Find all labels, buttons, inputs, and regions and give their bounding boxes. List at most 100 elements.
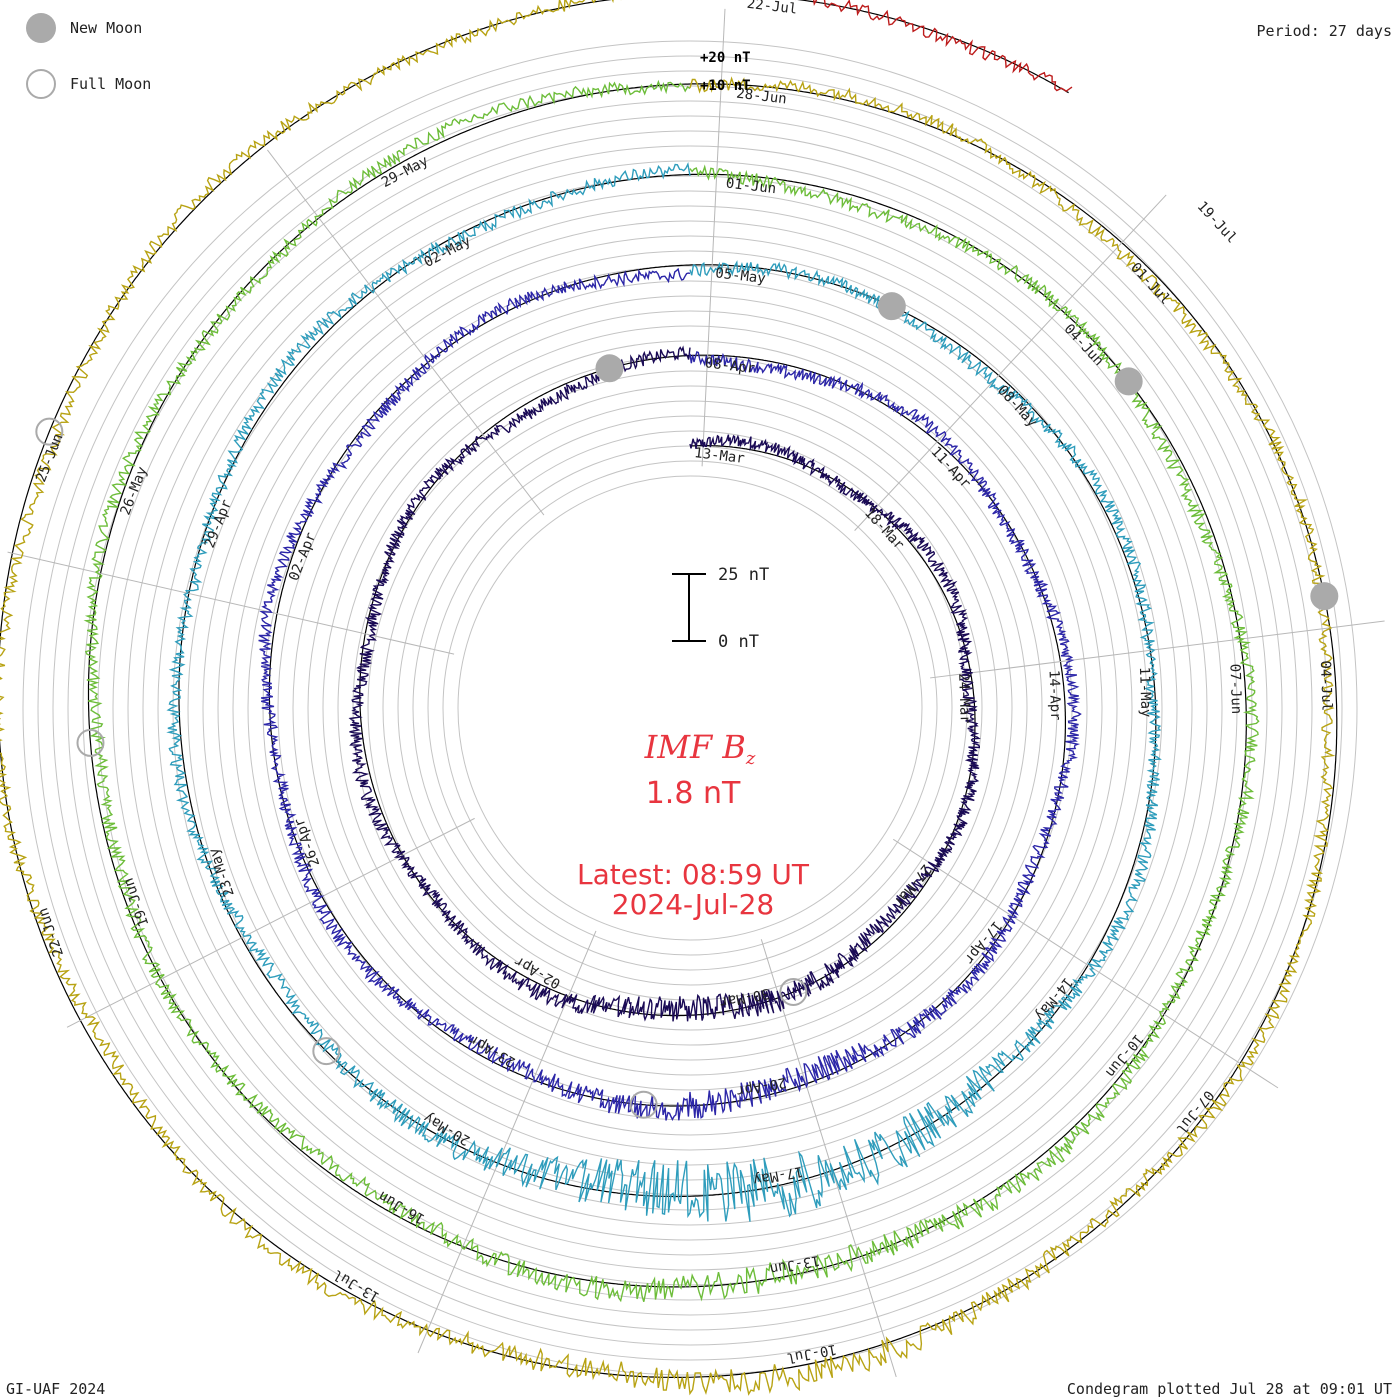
date-label: 20-May bbox=[421, 1109, 473, 1148]
date-label: 28-Jun bbox=[735, 86, 787, 108]
legend-new-moon: New Moon bbox=[26, 12, 151, 44]
grid-ring bbox=[262, 280, 1118, 1136]
spoke-line bbox=[892, 838, 1279, 1089]
full-moon-marker bbox=[779, 977, 808, 1006]
grid-ring bbox=[322, 340, 1058, 1076]
spoke-line bbox=[267, 149, 545, 516]
date-label: 22-Jul bbox=[746, 0, 798, 18]
spoke-line bbox=[7, 551, 455, 655]
spoke-line bbox=[930, 620, 1385, 679]
latest-timestamp: Latest: 08:59 UT 2024-Jul-28 bbox=[0, 860, 1386, 920]
bz-trace-cycle bbox=[0, 0, 1336, 1396]
bz-trace-cycle bbox=[83, 79, 1260, 1303]
grid-ring bbox=[247, 265, 1133, 1151]
grid-ring bbox=[142, 160, 1238, 1256]
date-label: 11-Apr bbox=[928, 444, 974, 492]
date-label: 11-May bbox=[1136, 667, 1154, 718]
new-moon-marker bbox=[877, 292, 906, 321]
date-label: 04-Jul bbox=[1317, 660, 1335, 711]
scale-bar-bottom-label: 0 nT bbox=[718, 632, 759, 652]
moon-legend: New Moon Full Moon bbox=[26, 12, 151, 100]
ring-grid bbox=[0, 0, 1358, 1378]
plotted-timestamp: Condegram plotted Jul 28 at 09:01 UT bbox=[1066, 1380, 1392, 1398]
legend-full-moon: Full Moon bbox=[26, 68, 151, 100]
grid-ring bbox=[397, 415, 983, 1001]
grid-ring bbox=[22, 40, 1358, 1376]
bz-trace-cycle bbox=[258, 267, 1082, 1122]
grid-ring bbox=[112, 130, 1268, 1286]
bz-trace-cycle bbox=[166, 162, 1162, 1222]
grid-ring bbox=[232, 250, 1148, 1166]
date-label: 13-Jun bbox=[768, 1252, 821, 1277]
date-label: 08-Apr bbox=[704, 355, 756, 377]
date-label: 23-Apr bbox=[466, 1031, 518, 1070]
date-label: 01-Jun bbox=[725, 175, 777, 197]
date-label: 05-May bbox=[714, 265, 766, 287]
grid-ring bbox=[202, 220, 1178, 1196]
grid-ring bbox=[217, 235, 1163, 1181]
full-moon-marker bbox=[35, 417, 64, 446]
legend-full-moon-label: Full Moon bbox=[70, 75, 152, 93]
date-label: 07-Jun bbox=[1226, 663, 1244, 714]
bz-trace-cycle bbox=[795, 0, 1073, 93]
grid-ring bbox=[307, 325, 1073, 1091]
chart-title: IMF Bz bbox=[0, 728, 1400, 769]
baseline-spiral bbox=[797, 0, 1069, 94]
grid-ring bbox=[97, 115, 1283, 1301]
ring-scale-label-plus10: +10 nT bbox=[700, 78, 751, 94]
grid-ring bbox=[37, 55, 1343, 1361]
date-label: 16-Jun bbox=[376, 1187, 428, 1226]
date-label: 24-Mar bbox=[955, 673, 973, 724]
scale-bar: 25 nT 0 nT bbox=[672, 565, 769, 652]
date-label: 10-Jul bbox=[785, 1341, 838, 1366]
date-label: 29-May bbox=[379, 153, 431, 191]
grid-ring bbox=[157, 175, 1223, 1241]
period-label: Period: 27 days bbox=[1256, 22, 1392, 40]
date-label: 13-Jul bbox=[331, 1266, 383, 1305]
full-moon-marker bbox=[312, 1037, 341, 1066]
latest-time: Latest: 08:59 UT bbox=[576, 858, 810, 891]
grid-ring bbox=[367, 385, 1013, 1031]
date-label: 13-Mar bbox=[693, 445, 745, 467]
spoke-line bbox=[854, 194, 1167, 531]
moon-markers bbox=[35, 292, 1339, 1119]
chart-title-subscript: z bbox=[745, 748, 756, 769]
grid-ring bbox=[382, 400, 998, 1016]
grid-ring bbox=[127, 145, 1253, 1271]
date-label: 02-Apr bbox=[512, 952, 564, 991]
chart-title-main: IMF B bbox=[644, 728, 746, 766]
date-label: 02-May bbox=[421, 233, 473, 271]
new-moon-marker bbox=[1310, 582, 1339, 611]
spoke-line bbox=[66, 817, 475, 1028]
baseline-spiral bbox=[268, 264, 1066, 1107]
bz-trace-cycle bbox=[348, 345, 981, 1022]
grid-ring bbox=[82, 100, 1298, 1316]
latest-date: 2024-Jul-28 bbox=[611, 888, 775, 921]
date-label: 19-Jul bbox=[1194, 198, 1240, 246]
grid-ring bbox=[412, 430, 968, 986]
spoke-line bbox=[760, 939, 897, 1378]
grid-ring bbox=[52, 70, 1328, 1346]
legend-new-moon-label: New Moon bbox=[70, 19, 143, 37]
spoke-line bbox=[701, 8, 726, 467]
scale-bar-top-label: 25 nT bbox=[718, 565, 769, 585]
week-spokes bbox=[7, 8, 1385, 1378]
date-labels: 13-Mar18-Mar24-Mar27-Mar30-Mar02-Apr08-A… bbox=[33, 0, 1334, 1366]
grid-ring bbox=[292, 310, 1088, 1106]
ring-scale-label-plus20: +20 nT bbox=[700, 50, 751, 66]
date-label: 14-Apr bbox=[1046, 670, 1064, 721]
new-moon-marker bbox=[1114, 367, 1143, 396]
current-value: 1.8 nT bbox=[645, 776, 741, 811]
grid-ring bbox=[277, 295, 1103, 1121]
grid-ring bbox=[352, 370, 1028, 1046]
full-moon-marker bbox=[76, 728, 105, 757]
imf-bz-traces bbox=[0, 0, 1336, 1396]
credit-label: GI-UAF 2024 bbox=[6, 1380, 106, 1398]
date-label: 18-Mar bbox=[861, 505, 907, 553]
new-moon-marker bbox=[595, 354, 624, 383]
baseline-spiral bbox=[0, 0, 1338, 1378]
grid-ring bbox=[442, 460, 938, 956]
full-moon-marker bbox=[629, 1090, 658, 1119]
full-moon-icon bbox=[26, 69, 56, 99]
